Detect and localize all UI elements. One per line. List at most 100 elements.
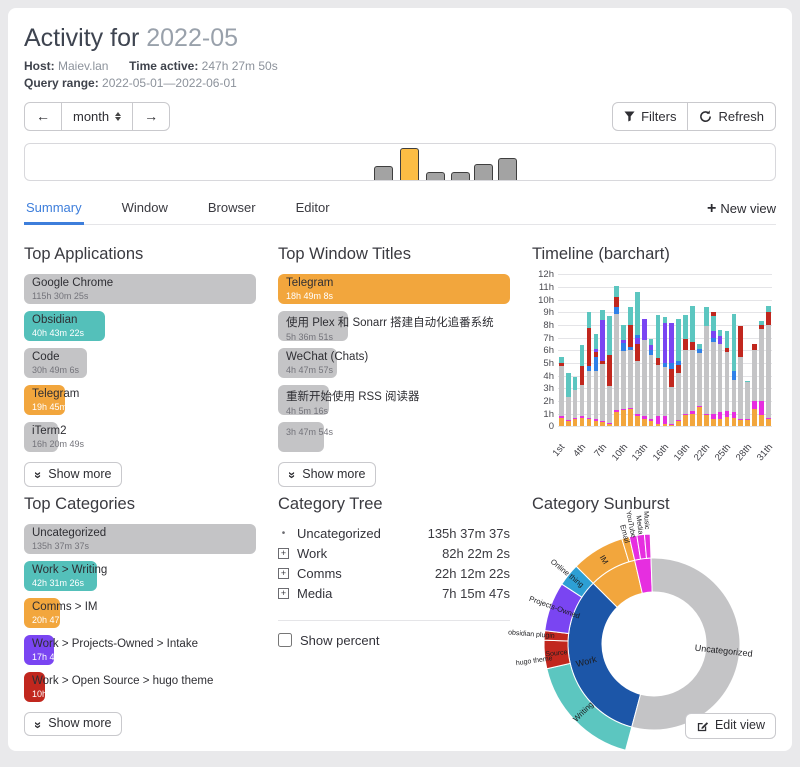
edit-view-label: Edit view bbox=[714, 718, 765, 733]
usage-bar-fill bbox=[278, 348, 338, 379]
period-bar[interactable] bbox=[474, 164, 493, 181]
window-title-usage-row: 使用 Plex 和 Sonarr 搭建自动化追番系统 5h 36m 51s bbox=[278, 311, 510, 342]
timeline-bar-segment bbox=[607, 316, 612, 356]
category-usage-row: Work > Writing 42h 31m 26s bbox=[24, 560, 256, 591]
tree-category-name: Media bbox=[297, 586, 333, 602]
timeline-bar-segment bbox=[766, 418, 771, 427]
timeline-bar-segment bbox=[586, 312, 592, 328]
select-caret-icon bbox=[115, 112, 122, 122]
tree-category-duration: 82h 22m 2s bbox=[442, 546, 510, 562]
tab-window[interactable]: Window bbox=[121, 200, 168, 216]
usage-bar-text: Work > Writing 42h 31m 26s bbox=[24, 561, 256, 588]
category-tree-section: Category Tree • Uncategorized 135h 37m 37s… bbox=[278, 487, 510, 751]
sunburst-segment-uncategorized[interactable] bbox=[631, 557, 741, 731]
timeline-bar-segment bbox=[710, 331, 716, 338]
timeline-bar-segment bbox=[662, 322, 668, 364]
period-navigation: ← month → bbox=[24, 102, 171, 132]
edit-view-button[interactable]: Edit view bbox=[684, 713, 776, 739]
y-axis-label: 9h bbox=[543, 307, 554, 319]
show-more-window-titles-button[interactable]: » Show more bbox=[278, 462, 377, 487]
period-bar-selected[interactable] bbox=[400, 148, 419, 181]
timeline-bar-segment bbox=[759, 414, 764, 427]
usage-bar-duration: 115h 30m 25s bbox=[32, 291, 89, 302]
timeline-bar-segment bbox=[593, 356, 599, 371]
timeline-bar-segment bbox=[648, 345, 654, 351]
usage-bar-name: Work > Projects-Owned > Intake bbox=[32, 637, 198, 650]
usage-bar-name: Work > Open Source > hugo theme bbox=[32, 674, 214, 687]
timeline-bar-segment bbox=[662, 423, 668, 427]
show-more-applications-button[interactable]: » Show more bbox=[24, 462, 123, 487]
timeline-bar-segment bbox=[690, 413, 695, 427]
top-categories-list: Uncategorized 135h 37m 37s Work > Writing 4… bbox=[24, 523, 256, 702]
timeline-bar-segment bbox=[648, 350, 654, 356]
tab-editor[interactable]: Editor bbox=[295, 200, 330, 216]
timeline-bar-segment bbox=[621, 325, 626, 340]
category-usage-row: Work > Open Source > hugo theme 10h 9m 28… bbox=[24, 671, 256, 702]
usage-bar-text: 重新开始使用 RSS 阅读器 4h 5m 16s bbox=[278, 385, 510, 416]
timeline-bar-segment bbox=[641, 318, 647, 341]
timeline-bar-segment bbox=[559, 415, 564, 418]
timeline-bar-segment bbox=[703, 413, 709, 415]
refresh-button[interactable]: Refresh bbox=[687, 102, 776, 132]
tree-row-media[interactable]: + Media 7h 15m 47s bbox=[278, 584, 510, 604]
timeline-bar-segment bbox=[724, 410, 730, 417]
timeline-bar-segment bbox=[669, 322, 675, 364]
show-percent-checkbox[interactable] bbox=[278, 633, 292, 648]
tree-row-comms[interactable]: + Comms 22h 12m 22s bbox=[278, 564, 510, 584]
timeline-bar-segment bbox=[634, 360, 640, 415]
timeline-bar-segment bbox=[752, 408, 757, 427]
timeline-bar-segment bbox=[607, 355, 612, 386]
filter-refresh-group: Filters Refresh bbox=[612, 102, 776, 132]
top-applications-list: Google Chrome 115h 30m 25s Obsidian 40h 43m… bbox=[24, 274, 256, 453]
usage-bar-text: Work > Projects-Owned > Intake 17h 49m 5s bbox=[24, 635, 256, 662]
tree-row-work[interactable]: + Work 82h 22m 2s bbox=[278, 544, 510, 564]
section-title-timeline: Timeline (barchart) bbox=[532, 245, 670, 264]
application-usage-row: Telegram 19h 45m 37s bbox=[24, 385, 256, 416]
chevrons-down-icon: » bbox=[30, 471, 46, 478]
period-bar[interactable] bbox=[498, 158, 517, 181]
period-select-value: month bbox=[73, 108, 110, 124]
expand-plus-icon[interactable]: + bbox=[278, 588, 289, 600]
prev-period-button[interactable]: ← bbox=[24, 102, 62, 132]
timeline-bar-segment bbox=[655, 415, 661, 425]
usage-bar-fill bbox=[278, 385, 330, 416]
timeline-bar-segment bbox=[731, 412, 737, 419]
application-usage-row: Code 30h 49m 6s bbox=[24, 348, 256, 379]
timeline-bar-segment bbox=[614, 412, 619, 427]
timeline-bar-segment bbox=[655, 424, 661, 427]
category-tree-list: • Uncategorized 135h 37m 37s + Work 82h 22m 2… bbox=[278, 524, 510, 604]
timeline-bar-segment bbox=[600, 319, 606, 361]
timeline-bar-segment bbox=[710, 413, 716, 420]
tab-summary[interactable]: Summary bbox=[24, 193, 84, 226]
expand-plus-icon[interactable]: + bbox=[278, 568, 289, 580]
host-value: Maiev.lan bbox=[58, 59, 109, 73]
timeline-bar-segment bbox=[690, 411, 695, 414]
timeline-bar-segment bbox=[738, 326, 744, 357]
next-period-button[interactable]: → bbox=[132, 102, 171, 132]
new-view-button[interactable]: + New view bbox=[707, 200, 776, 218]
usage-bar-duration: 19h 45m 37s bbox=[32, 402, 85, 413]
timeline-bar-segment bbox=[710, 341, 716, 414]
period-overview-chart[interactable] bbox=[24, 143, 776, 182]
timeline-bar-segment bbox=[628, 346, 633, 351]
show-more-categories-button[interactable]: » Show more bbox=[24, 711, 123, 736]
usage-bar-fill bbox=[24, 523, 256, 554]
timeline-bar-segment bbox=[766, 325, 771, 419]
expand-plus-icon[interactable]: + bbox=[278, 548, 289, 560]
timeline-bar-segment bbox=[614, 285, 619, 298]
period-bar[interactable] bbox=[451, 172, 470, 181]
usage-bar-duration: 30h 49m 6s bbox=[32, 365, 80, 376]
usage-bar-duration: 4h 5m 16s bbox=[286, 406, 329, 417]
period-select[interactable]: month bbox=[61, 102, 134, 132]
section-title-top-window-titles: Top Window Titles bbox=[278, 245, 411, 264]
timeline-bar-segment bbox=[697, 344, 702, 350]
tab-browser[interactable]: Browser bbox=[207, 200, 256, 216]
timeline-bar-segment bbox=[662, 317, 668, 323]
period-bar[interactable] bbox=[426, 172, 445, 181]
filters-button[interactable]: Filters bbox=[612, 102, 689, 132]
sunburst-segment-music[interactable] bbox=[643, 533, 652, 559]
timeline-bar-segment bbox=[669, 423, 675, 426]
period-bar[interactable] bbox=[374, 166, 393, 181]
usage-bar-fill bbox=[24, 348, 87, 379]
timeline-bar-segment bbox=[593, 349, 599, 352]
